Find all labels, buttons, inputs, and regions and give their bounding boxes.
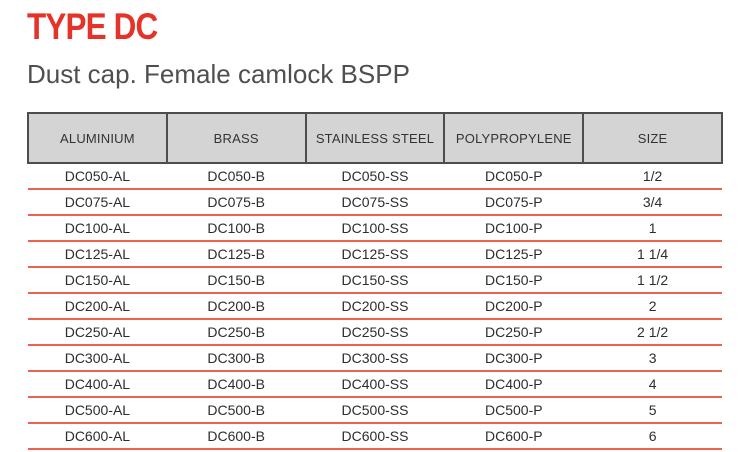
table-cell: DC100-P (444, 215, 584, 242)
table-cell: DC075-P (444, 189, 584, 216)
table-cell: DC050-SS (305, 163, 445, 190)
table-cell: DC250-B (166, 319, 306, 346)
table-cell: DC125-AL (28, 241, 167, 268)
table-cell: DC250-AL (28, 319, 167, 346)
table-cell: DC100-AL (28, 215, 167, 242)
table-cell: DC125-SS (305, 241, 445, 268)
table-cell: 3/4 (583, 189, 722, 216)
table-row: DC100-AL DC100-B DC100-SS DC100-P 1 (28, 215, 722, 242)
table-cell: DC600-B (166, 423, 306, 450)
table-cell: DC400-SS (305, 371, 445, 398)
table-cell: 1 (583, 215, 722, 242)
table-cell: 2 (583, 293, 722, 320)
table-cell: 3 (583, 345, 722, 372)
table-cell: DC200-B (166, 293, 306, 320)
table-cell: DC600-P (444, 423, 584, 450)
table-row: DC150-AL DC150-B DC150-SS DC150-P 1 1/2 (28, 267, 722, 294)
table-cell: DC075-SS (305, 189, 445, 216)
table-cell: DC200-AL (28, 293, 167, 320)
table-cell: DC125-P (444, 241, 584, 268)
column-header: ALUMINIUM (27, 112, 168, 164)
table-cell: DC500-SS (305, 397, 445, 424)
table-cell: DC250-P (444, 319, 584, 346)
table-cell: DC300-SS (305, 345, 445, 372)
table-cell: 1/2 (583, 163, 722, 190)
table-cell: DC500-P (444, 397, 584, 424)
parts-table: ALUMINIUM BRASS STAINLESS STEEL POLYPROPYLE… (27, 112, 723, 450)
table-cell: DC125-B (166, 241, 306, 268)
table-cell: DC250-SS (305, 319, 445, 346)
table-cell: DC300-B (166, 345, 306, 372)
table-cell: DC400-AL (28, 371, 167, 398)
table-cell: DC075-B (166, 189, 306, 216)
table-cell: 1 1/2 (583, 267, 722, 294)
table-cell: DC400-B (166, 371, 306, 398)
table-cell: DC075-AL (28, 189, 167, 216)
table-header: ALUMINIUM BRASS STAINLESS STEEL POLYPROPYLE… (27, 112, 723, 164)
table-cell: DC300-AL (28, 345, 167, 372)
table-cell: DC200-P (444, 293, 584, 320)
table-cell: 6 (583, 423, 722, 450)
table-cell: 2 1/2 (583, 319, 722, 346)
table-body: DC050-AL DC050-B DC050-SS DC050-P 1/2 DC075-A… (28, 163, 722, 450)
table-cell: DC050-AL (28, 163, 167, 190)
table-cell: DC200-SS (305, 293, 445, 320)
table-cell: 4 (583, 371, 722, 398)
table-cell: DC150-B (166, 267, 306, 294)
table-cell: DC500-B (166, 397, 306, 424)
table-cell: DC100-B (166, 215, 306, 242)
page-subtitle: Dust cap. Female camlock BSPP (27, 59, 410, 89)
column-header: BRASS (165, 112, 307, 164)
table-row: DC250-AL DC250-B DC250-SS DC250-P 2 1/2 (28, 319, 722, 346)
table-row: DC300-AL DC300-B DC300-SS DC300-P 3 (28, 345, 722, 372)
table-cell: DC300-P (444, 345, 584, 372)
column-header: POLYPROPYLENE (443, 112, 585, 164)
table-cell: DC050-P (444, 163, 584, 190)
table-cell: DC600-AL (28, 423, 167, 450)
table-cell: DC150-AL (28, 267, 167, 294)
table-row: DC075-AL DC075-B DC075-SS DC075-P 3/4 (28, 189, 722, 216)
table-cell: 1 1/4 (583, 241, 722, 268)
table-row: DC400-AL DC400-B DC400-SS DC400-P 4 (28, 371, 722, 398)
page-title: TYPE DC (27, 6, 158, 47)
table-row: DC050-AL DC050-B DC050-SS DC050-P 1/2 (28, 163, 722, 190)
table-row: DC500-AL DC500-B DC500-SS DC500-P 5 (28, 397, 722, 424)
table-cell: DC050-B (166, 163, 306, 190)
table-cell: DC150-P (444, 267, 584, 294)
table-row: DC125-AL DC125-B DC125-SS DC125-P 1 1/4 (28, 241, 722, 268)
column-header: STAINLESS STEEL (304, 112, 446, 164)
column-header: SIZE (582, 112, 723, 164)
table-cell: DC500-AL (28, 397, 167, 424)
table-row: DC600-AL DC600-B DC600-SS DC600-P 6 (28, 423, 722, 450)
table-cell: DC400-P (444, 371, 584, 398)
table-cell: DC100-SS (305, 215, 445, 242)
table-header-row: ALUMINIUM BRASS STAINLESS STEEL POLYPROPYLE… (27, 112, 723, 164)
table-cell: DC150-SS (305, 267, 445, 294)
table-cell: 5 (583, 397, 722, 424)
table-row: DC200-AL DC200-B DC200-SS DC200-P 2 (28, 293, 722, 320)
table-cell: DC600-SS (305, 423, 445, 450)
